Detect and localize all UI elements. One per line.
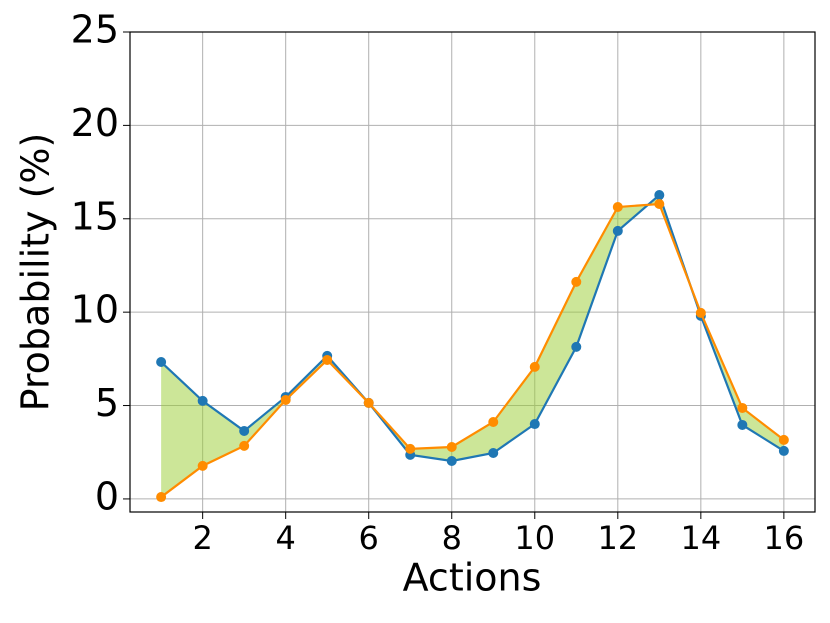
x-tick-label: 4 — [276, 519, 296, 557]
marker — [156, 357, 167, 368]
series-line — [160, 202, 785, 498]
y-tick-label: 15 — [71, 194, 119, 238]
marker — [612, 202, 623, 213]
marker — [197, 395, 208, 406]
x-tick-label: 12 — [597, 519, 638, 557]
x-tick-label: 14 — [680, 519, 721, 557]
marker — [571, 276, 582, 287]
x-tick-label: 6 — [359, 519, 379, 557]
marker — [737, 402, 748, 413]
marker — [654, 190, 665, 201]
marker — [156, 492, 167, 503]
y-tick-label: 25 — [71, 8, 119, 52]
x-axis-label: Actions — [403, 556, 542, 600]
x-tick-label: 8 — [442, 519, 462, 557]
y-tick-label: 5 — [95, 381, 119, 425]
y-tick-label: 20 — [71, 101, 119, 145]
marker — [778, 434, 789, 445]
fill-between — [161, 195, 784, 498]
marker — [571, 341, 582, 352]
marker — [654, 199, 665, 210]
marker — [529, 419, 540, 430]
marker — [322, 354, 333, 365]
marker — [612, 225, 623, 236]
series-line — [160, 193, 785, 463]
marker — [695, 307, 706, 318]
marker — [488, 416, 499, 427]
marker — [405, 443, 416, 454]
x-tick-label: 16 — [764, 519, 805, 557]
marker — [239, 440, 250, 451]
y-tick-label: 10 — [71, 288, 119, 332]
marker — [737, 419, 748, 430]
marker — [197, 460, 208, 471]
marker — [280, 394, 291, 405]
marker — [488, 447, 499, 458]
marker — [239, 425, 250, 436]
x-tick-label: 2 — [192, 519, 212, 557]
plot-frame — [129, 31, 816, 513]
marker — [363, 397, 374, 408]
x-tick-label: 10 — [514, 519, 555, 557]
marker — [529, 361, 540, 372]
y-tick-label: 0 — [95, 474, 119, 518]
y-axis-label: Probability (%) — [14, 133, 58, 412]
marker — [446, 442, 457, 453]
marker — [778, 445, 789, 456]
marker — [446, 456, 457, 467]
